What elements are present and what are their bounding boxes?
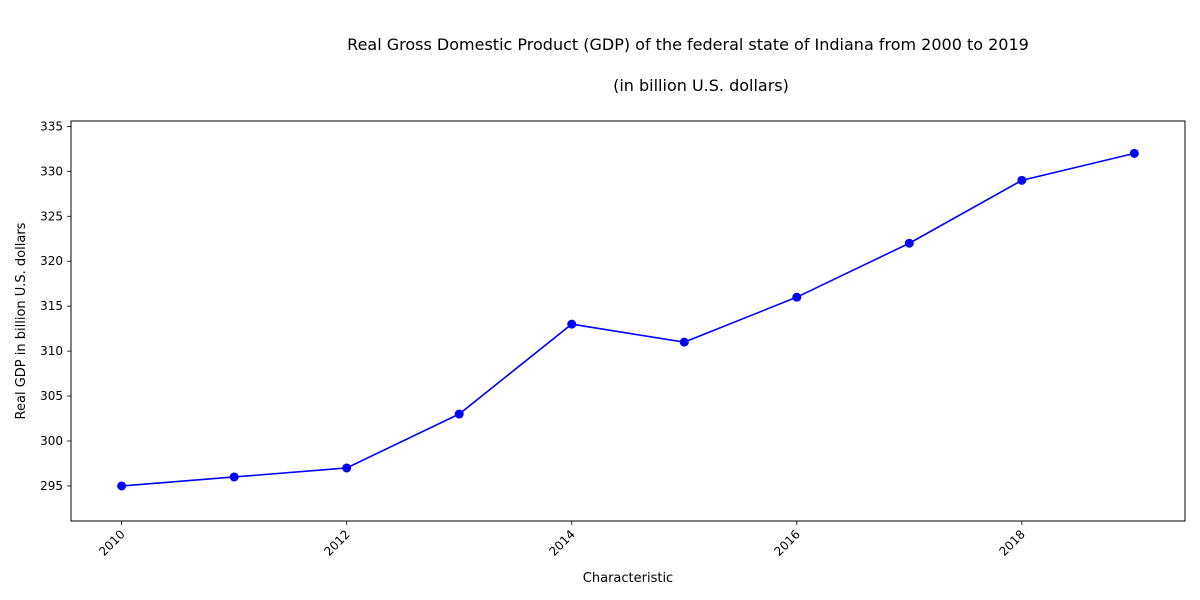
chart-subtitle: (in billion U.S. dollars) — [613, 76, 789, 95]
data-point — [1129, 148, 1139, 158]
y-tick-label: 320 — [40, 254, 63, 268]
x-tick-label: 2014 — [546, 527, 577, 558]
data-point — [567, 319, 577, 329]
data-point — [679, 337, 689, 347]
y-tick-label: 315 — [40, 299, 63, 313]
series-line — [121, 152, 1135, 487]
data-point — [342, 463, 352, 473]
plot-frame — [70, 120, 1186, 522]
y-axis-label: Real GDP in billion U.S. dollars — [14, 222, 29, 419]
y-tick-label: 300 — [40, 434, 63, 448]
chart-title: Real Gross Domestic Product (GDP) of the… — [347, 35, 1029, 54]
data-point — [117, 481, 127, 491]
data-point — [792, 292, 802, 302]
x-tick-label: 2012 — [321, 527, 352, 558]
y-tick-label: 325 — [40, 209, 63, 223]
y-tick-label: 330 — [40, 164, 63, 178]
data-point — [454, 409, 464, 419]
y-tick-label: 295 — [40, 479, 63, 493]
data-point — [229, 472, 239, 482]
y-tick-label: 310 — [40, 344, 63, 358]
data-point — [904, 238, 914, 248]
x-tick-label: 2016 — [771, 527, 802, 558]
x-axis-label: Characteristic — [583, 571, 673, 586]
plot-area: 295 300 305 310 315 320 325 330 335 2010 2012 2014 2… — [40, 119, 1186, 559]
data-point — [1017, 175, 1027, 185]
x-tick-label: 2010 — [96, 527, 127, 558]
x-tick-label: 2018 — [996, 527, 1027, 558]
y-tick-label: 305 — [40, 389, 63, 403]
y-tick-label: 335 — [40, 119, 63, 133]
